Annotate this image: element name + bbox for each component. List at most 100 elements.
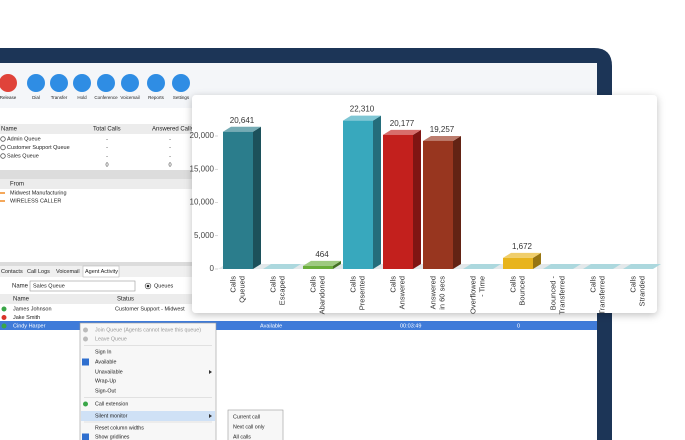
bar-side: [333, 260, 341, 269]
y-tick-label: 10,000: [190, 198, 215, 207]
column-header: Name: [13, 297, 30, 303]
menu-item[interactable]: Call extension: [95, 401, 128, 407]
x-tick-label: CallsAbandoned: [308, 276, 326, 315]
queue-icon: [0, 153, 6, 159]
menu-check: [82, 433, 89, 440]
value-label: 20,177: [390, 119, 415, 128]
tab[interactable]: Contacts: [1, 269, 23, 275]
toolbar-icon[interactable]: [147, 74, 165, 92]
tab[interactable]: Agent Activity: [85, 269, 118, 275]
agent-name[interactable]: James Johnson: [13, 306, 52, 312]
radio-dot: [146, 284, 150, 288]
tab[interactable]: Voicemail: [56, 269, 80, 275]
column-header: Status: [117, 297, 134, 303]
menu-item[interactable]: Show gridlines: [95, 434, 130, 440]
y-tick-label: 0: [210, 264, 215, 273]
submenu-item[interactable]: All calls: [233, 434, 251, 440]
tab[interactable]: Call Logs: [27, 269, 50, 275]
bar: [223, 131, 253, 269]
toolbar-icon[interactable]: [0, 74, 17, 92]
cell: -: [106, 145, 108, 151]
toolbar-label[interactable]: Hold: [77, 95, 87, 100]
toolbar-label[interactable]: Reports: [148, 95, 165, 100]
filter-label: Name: [12, 284, 29, 290]
menu-item[interactable]: Sign In: [95, 349, 112, 355]
cell: -: [169, 153, 171, 159]
dropdown[interactable]: [29, 280, 136, 292]
toolbar-icon[interactable]: [50, 74, 68, 92]
menu-icon: [83, 327, 88, 333]
x-tick-label: Answeredin 60 secs: [428, 276, 446, 310]
toolbar-label[interactable]: Voicemail: [120, 95, 139, 100]
toolbar-label[interactable]: Settings: [173, 95, 190, 100]
toolbar-label[interactable]: Dial: [32, 95, 40, 100]
agent-status-icon: [1, 323, 7, 329]
menu-item[interactable]: Unavailable: [95, 369, 123, 375]
agent-queue: Customer Support - Midwest: [115, 306, 185, 312]
menu-item[interactable]: Wrap-Up: [95, 378, 116, 384]
submenu-arrow: [209, 370, 212, 374]
queue-icon: [0, 144, 6, 151]
menu-item[interactable]: Sign-Out: [95, 388, 116, 394]
value-label: 22,310: [350, 105, 375, 114]
cell: -: [169, 136, 171, 142]
value-label: 19,257: [430, 125, 455, 134]
x-tick-label: Overflowed- Time: [468, 276, 486, 314]
bar-top: [223, 126, 261, 132]
submenu-item[interactable]: Next call only: [233, 424, 265, 430]
toolbar-icon[interactable]: [172, 74, 190, 92]
agent-status: Available: [260, 323, 282, 329]
value-label: 464: [315, 250, 329, 259]
menu-icon: [83, 336, 88, 342]
toolbar-label[interactable]: Conference: [94, 95, 118, 100]
bar-top: [383, 129, 421, 135]
column-header: Answered Calls: [152, 127, 194, 133]
agent-name[interactable]: Jake Smith: [13, 315, 40, 321]
value-label: 20,641: [230, 116, 255, 125]
menu-check: [82, 358, 89, 366]
x-tick-label: Bounced -Transferred: [548, 276, 566, 315]
bar-top: [423, 135, 461, 141]
bar-side: [413, 129, 421, 269]
value-label: 1,672: [512, 242, 533, 251]
submenu-arrow: [209, 414, 212, 418]
menu-item[interactable]: Reset column widths: [95, 425, 144, 431]
caller: Midwest Manufacturing: [10, 190, 67, 196]
bar-top: [263, 264, 301, 269]
selected-row: [0, 321, 597, 330]
bar: [423, 140, 453, 269]
toolbar-icon[interactable]: [27, 74, 45, 92]
toolbar-label[interactable]: Release: [0, 95, 17, 100]
bar: [503, 257, 533, 269]
toolbar-label[interactable]: Transfer: [51, 95, 68, 100]
bar-side: [533, 252, 541, 269]
bar: [383, 134, 413, 269]
toolbar-icon[interactable]: [73, 74, 91, 92]
bar-side: [253, 126, 261, 269]
total: 0: [168, 162, 171, 168]
menu-item[interactable]: Silent monitor: [95, 413, 128, 419]
x-tick-label: CallsEscaped: [268, 276, 286, 305]
agent-name[interactable]: Cindy Harper: [13, 323, 46, 329]
bar-top: [583, 264, 621, 269]
menu-icon: [83, 401, 88, 407]
bar-top: [343, 115, 381, 121]
submenu-item[interactable]: Current call: [233, 414, 260, 420]
y-tick-label: 15,000: [190, 164, 215, 173]
active-tab: [82, 265, 120, 278]
toolbar-icon[interactable]: [121, 74, 139, 92]
agent-time: 00:03:49: [400, 323, 421, 329]
agent-status-icon: [1, 306, 7, 312]
queue-name: Sales Queue: [7, 153, 39, 159]
toolbar-icon[interactable]: [97, 74, 115, 92]
radio-label[interactable]: Queues: [154, 283, 174, 289]
bar: [303, 265, 333, 269]
column-header: From: [10, 182, 24, 188]
menu-item[interactable]: Available: [95, 359, 116, 365]
dropdown-value[interactable]: Sales Queue: [33, 283, 65, 289]
total: 0: [105, 162, 108, 168]
bar-top: [543, 264, 581, 269]
bar-side: [453, 135, 461, 269]
agent-status-icon: [1, 315, 7, 320]
